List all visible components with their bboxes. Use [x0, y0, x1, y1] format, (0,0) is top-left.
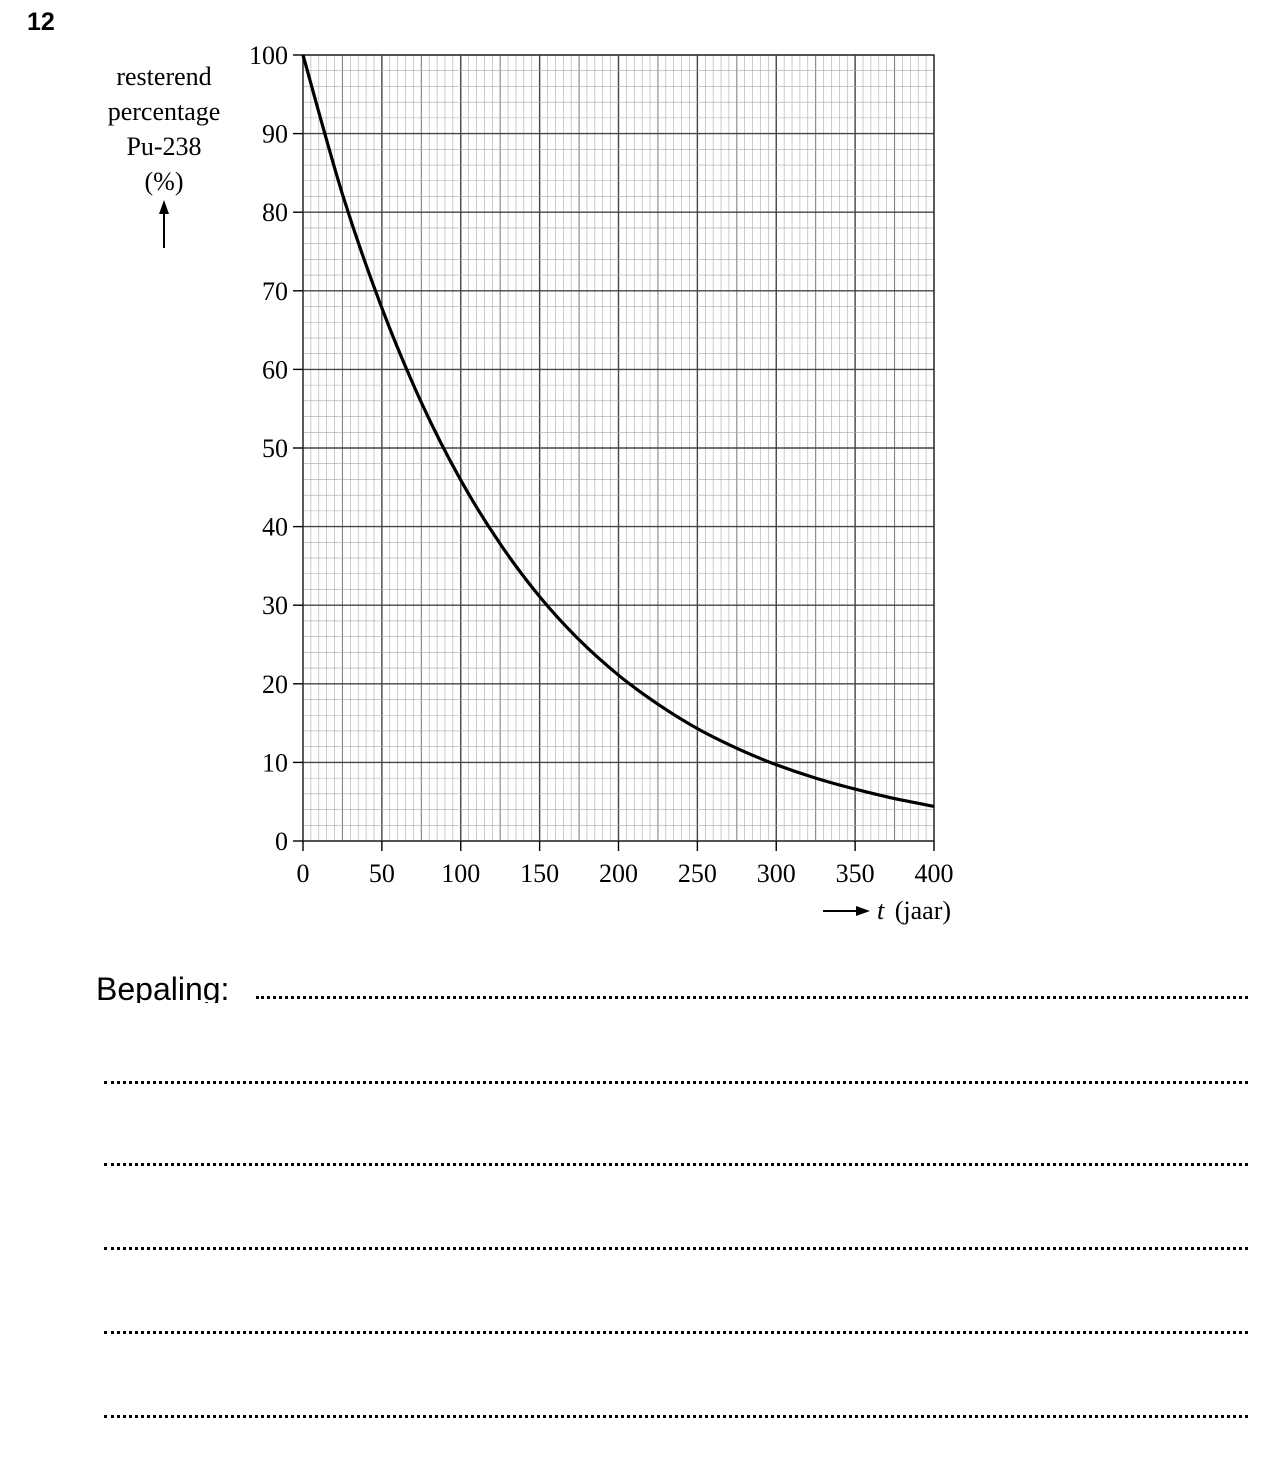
x-axis-unit: (jaar)	[895, 896, 951, 925]
y-tick-label: 100	[249, 41, 288, 70]
x-tick-label: 250	[678, 859, 717, 888]
x-axis-label: t (jaar)	[823, 896, 951, 925]
chart-grid	[302, 54, 935, 842]
y-axis-label: resterend percentage Pu-238 (%)	[108, 62, 221, 196]
dotted-line	[104, 1247, 1248, 1250]
x-tick-label: 350	[836, 859, 875, 888]
series-line-path	[301, 54, 935, 808]
answer-line[interactable]	[96, 1224, 1248, 1254]
y-axis-label-line: percentage	[108, 97, 221, 126]
answer-line-bepaling[interactable]: Bepaling:	[96, 973, 1248, 1003]
dotted-line	[104, 1415, 1248, 1418]
y-tick-label: 70	[262, 277, 288, 306]
x-tick-label: 100	[441, 859, 480, 888]
series-line	[301, 54, 935, 808]
y-axis-label-line: resterend	[116, 62, 211, 91]
dotted-line	[256, 996, 1248, 999]
y-tick-label: 40	[262, 513, 288, 542]
y-tick-label: 30	[262, 591, 288, 620]
x-tick-label: 400	[915, 859, 954, 888]
svg-text:t (jaar): t (jaar)	[877, 896, 951, 925]
y-tick-label: 50	[262, 434, 288, 463]
answer-line[interactable]	[96, 1140, 1248, 1170]
y-tick-label: 60	[262, 355, 288, 384]
y-tick-label: 10	[262, 748, 288, 777]
y-tick-label: 90	[262, 120, 288, 149]
answer-label: Bepaling:	[96, 973, 230, 1003]
y-tick-labels: 0 10 20 30 40 50 60 70 80 90 100	[249, 41, 303, 856]
dotted-line	[104, 1331, 1248, 1334]
x-axis-variable: t	[877, 896, 885, 925]
answer-line[interactable]	[96, 1392, 1248, 1422]
dotted-line	[104, 1163, 1248, 1166]
y-axis-label-line: (%)	[145, 167, 184, 196]
y-axis-arrow-icon	[159, 200, 169, 248]
y-tick-label: 20	[262, 670, 288, 699]
y-tick-label: 80	[262, 198, 288, 227]
x-axis-arrow-icon	[823, 906, 870, 916]
x-tick-labels: 0 50 100 150 200 250 300 350 400	[297, 841, 954, 888]
x-tick-label: 50	[369, 859, 395, 888]
dotted-line	[104, 1081, 1248, 1084]
decay-chart: 0 50 100 150 200 250 300 350 400 0 10 20 30 40 50 60 70…	[108, 41, 954, 925]
x-tick-label: 150	[520, 859, 559, 888]
answer-line[interactable]	[96, 1058, 1248, 1088]
x-tick-label: 200	[599, 859, 638, 888]
y-axis-label-line: Pu-238	[126, 132, 201, 161]
x-tick-label: 300	[757, 859, 796, 888]
question-number: 12	[27, 8, 55, 36]
x-tick-label: 0	[297, 859, 310, 888]
answer-line[interactable]	[96, 1308, 1248, 1338]
y-tick-label: 0	[275, 827, 288, 856]
